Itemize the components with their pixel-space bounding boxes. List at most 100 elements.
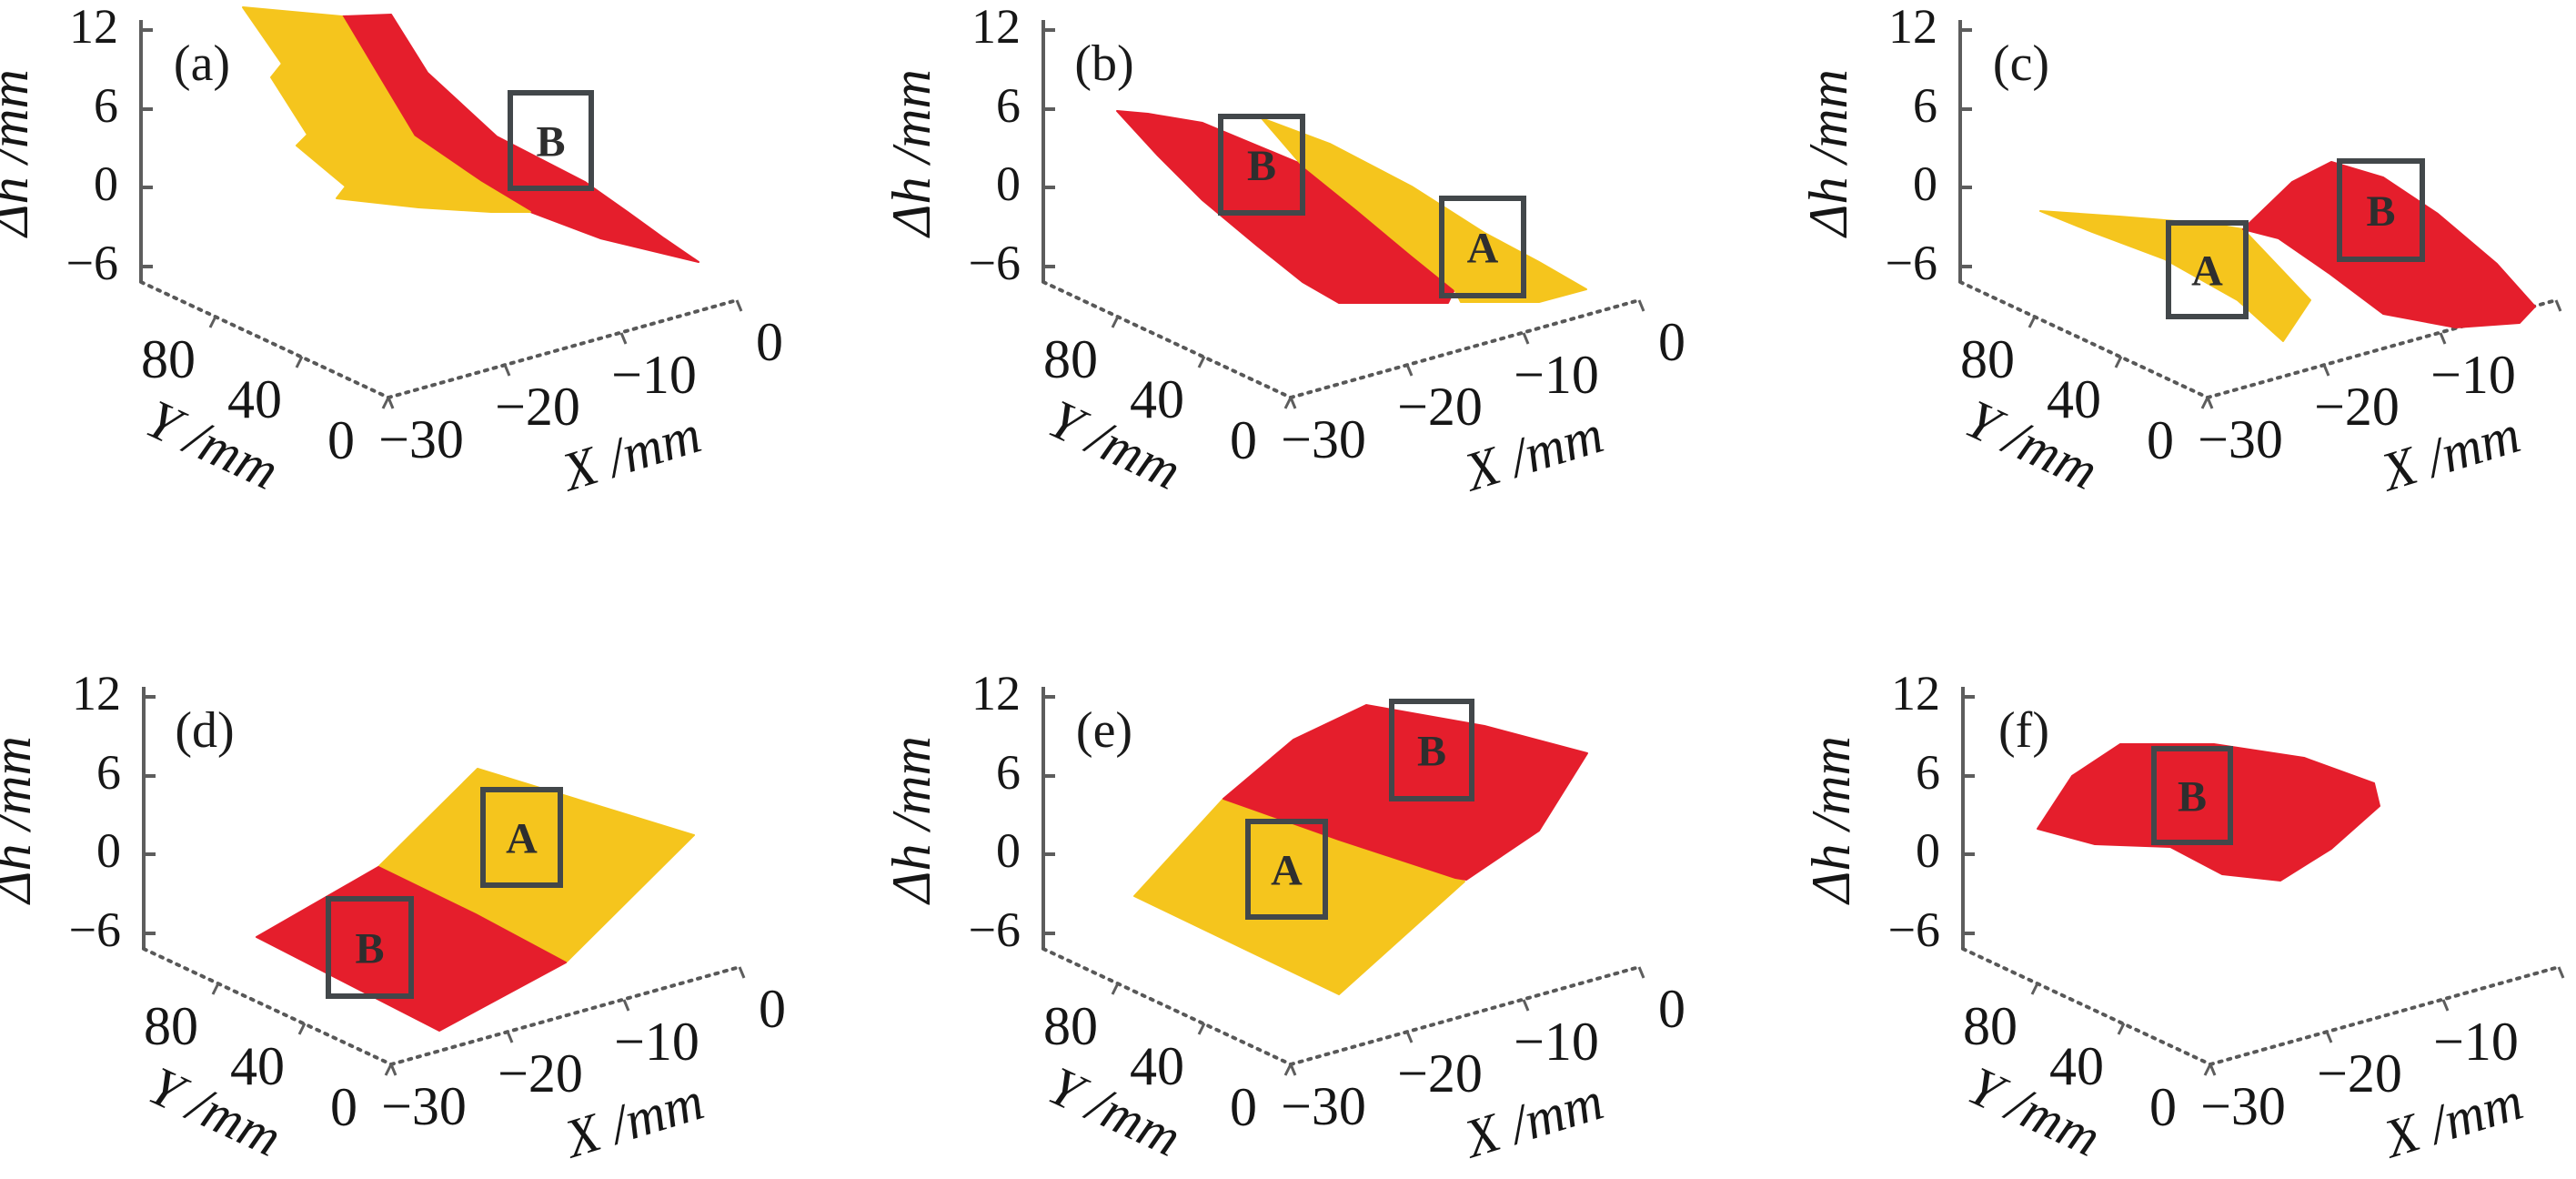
z-tick-label: −6 xyxy=(69,902,121,957)
x-tick-mark xyxy=(1522,332,1530,345)
y-tick-label: 80 xyxy=(1960,329,2015,389)
z-tick-label: 0 xyxy=(96,823,121,878)
x-tick-label: −30 xyxy=(1281,1076,1366,1136)
annotation-box-A xyxy=(1245,819,1328,920)
y-tick-mark xyxy=(211,982,220,995)
z-axis-title: Δh /mm xyxy=(1801,736,1861,905)
z-tick-label: −6 xyxy=(66,236,118,290)
z-axis-title: Δh /mm xyxy=(1798,69,1858,238)
annotation-box-B xyxy=(326,896,414,999)
annotation-box-A xyxy=(480,787,563,888)
z-tick-label: 0 xyxy=(996,823,1021,878)
y-tick-label: 0 xyxy=(327,410,355,470)
x-tick-label: 0 xyxy=(756,312,783,372)
panel-label-f: (f) xyxy=(1998,702,2049,759)
z-tick-label: −6 xyxy=(969,902,1021,957)
x-tick-label: −20 xyxy=(498,1043,583,1103)
z-tick-label: 6 xyxy=(1916,745,1940,800)
y-tick-mark xyxy=(295,356,304,368)
z-tick-label: 0 xyxy=(1913,156,1937,211)
y-tick-mark xyxy=(381,397,390,409)
annotation-box-A xyxy=(1439,196,1526,298)
panel-label-b: (b) xyxy=(1074,35,1133,92)
x-axis-line xyxy=(389,965,741,1066)
x-tick-label: −20 xyxy=(2317,1043,2402,1103)
x-axis-line xyxy=(2209,965,2561,1066)
z-tick-label: 0 xyxy=(996,156,1021,211)
x-tick-mark xyxy=(2325,1031,2333,1043)
annotation-box-B xyxy=(508,90,594,191)
y-tick-label: 40 xyxy=(2047,369,2101,429)
x-tick-mark xyxy=(735,299,743,312)
z-tick-label: −6 xyxy=(1888,902,1940,957)
surface-region-red xyxy=(2242,161,2536,328)
z-tick-label: 6 xyxy=(1913,78,1937,133)
annotation-box-B xyxy=(1389,699,1474,801)
x-tick-mark xyxy=(1522,999,1530,1012)
x-tick-label: −20 xyxy=(1397,377,1483,437)
annotation-label-A: A xyxy=(2191,247,2223,296)
z-axis-title: Δh /mm xyxy=(881,69,941,238)
y-tick-mark xyxy=(2030,982,2039,995)
x-tick-label: 0 xyxy=(1658,312,1685,372)
annotation-label-A: A xyxy=(1271,847,1303,895)
z-tick-label: 6 xyxy=(996,78,1021,133)
y-tick-label: 40 xyxy=(2049,1036,2104,1096)
y-tick-label: 40 xyxy=(230,1036,285,1096)
y-tick-label: 40 xyxy=(1130,1036,1184,1096)
x-tick-mark xyxy=(1289,397,1297,409)
z-axis-title: Δh /mm xyxy=(881,736,941,905)
surface-region-yellow xyxy=(2039,210,2311,342)
x-tick-mark xyxy=(2209,1063,2217,1076)
y-tick-mark xyxy=(1197,356,1206,368)
y-tick-label: 0 xyxy=(1230,410,1257,470)
y-tick-mark xyxy=(2200,397,2209,409)
x-tick-label: −20 xyxy=(495,377,580,437)
x-tick-label: 0 xyxy=(1658,979,1685,1039)
x-tick-mark xyxy=(2439,332,2447,345)
z-tick-label: 12 xyxy=(69,0,118,54)
y-tick-mark xyxy=(1283,1063,1293,1076)
x-tick-mark xyxy=(738,966,746,979)
z-tick-label: 12 xyxy=(971,666,1021,720)
annotation-label-B: B xyxy=(1417,728,1446,776)
x-tick-mark xyxy=(1637,966,1645,979)
panel-label-e: (e) xyxy=(1076,702,1132,759)
y-tick-mark xyxy=(2028,316,2037,328)
y-tick-mark xyxy=(2117,1023,2126,1035)
x-tick-label: −10 xyxy=(611,345,697,405)
panel-label-c: (c) xyxy=(1993,35,2049,92)
annotation-label-B: B xyxy=(1247,142,1276,190)
x-tick-label: −30 xyxy=(378,409,464,469)
y-tick-mark xyxy=(1111,982,1120,995)
x-tick-mark xyxy=(619,332,628,345)
z-tick-label: 6 xyxy=(996,745,1021,800)
x-tick-mark xyxy=(1405,1031,1414,1043)
annotation-box-B xyxy=(1218,114,1305,216)
z-tick-label: 6 xyxy=(94,78,118,133)
surface-region-yellow xyxy=(242,6,531,213)
annotation-label-A: A xyxy=(1467,225,1499,273)
y-tick-mark xyxy=(1197,1023,1206,1035)
z-tick-label: 12 xyxy=(971,0,1021,54)
panel-label-d: (d) xyxy=(175,702,234,759)
x-tick-label: −10 xyxy=(2430,345,2516,405)
y-tick-mark xyxy=(2203,1063,2212,1076)
y-tick-label: 0 xyxy=(2149,1077,2177,1137)
y-tick-label: 80 xyxy=(144,996,198,1056)
surface-region-red xyxy=(1223,704,1588,881)
x-tick-label: −20 xyxy=(1397,1043,1483,1103)
surface-region-red xyxy=(2037,743,2380,882)
y-tick-label: 80 xyxy=(1043,329,1098,389)
x-tick-mark xyxy=(1637,299,1645,312)
y-axis-line xyxy=(1041,947,1293,1066)
surface-region-yellow xyxy=(1261,117,1587,303)
y-tick-label: 0 xyxy=(330,1077,357,1137)
y-axis-line xyxy=(1041,280,1293,399)
z-tick-label: 12 xyxy=(1888,0,1937,54)
